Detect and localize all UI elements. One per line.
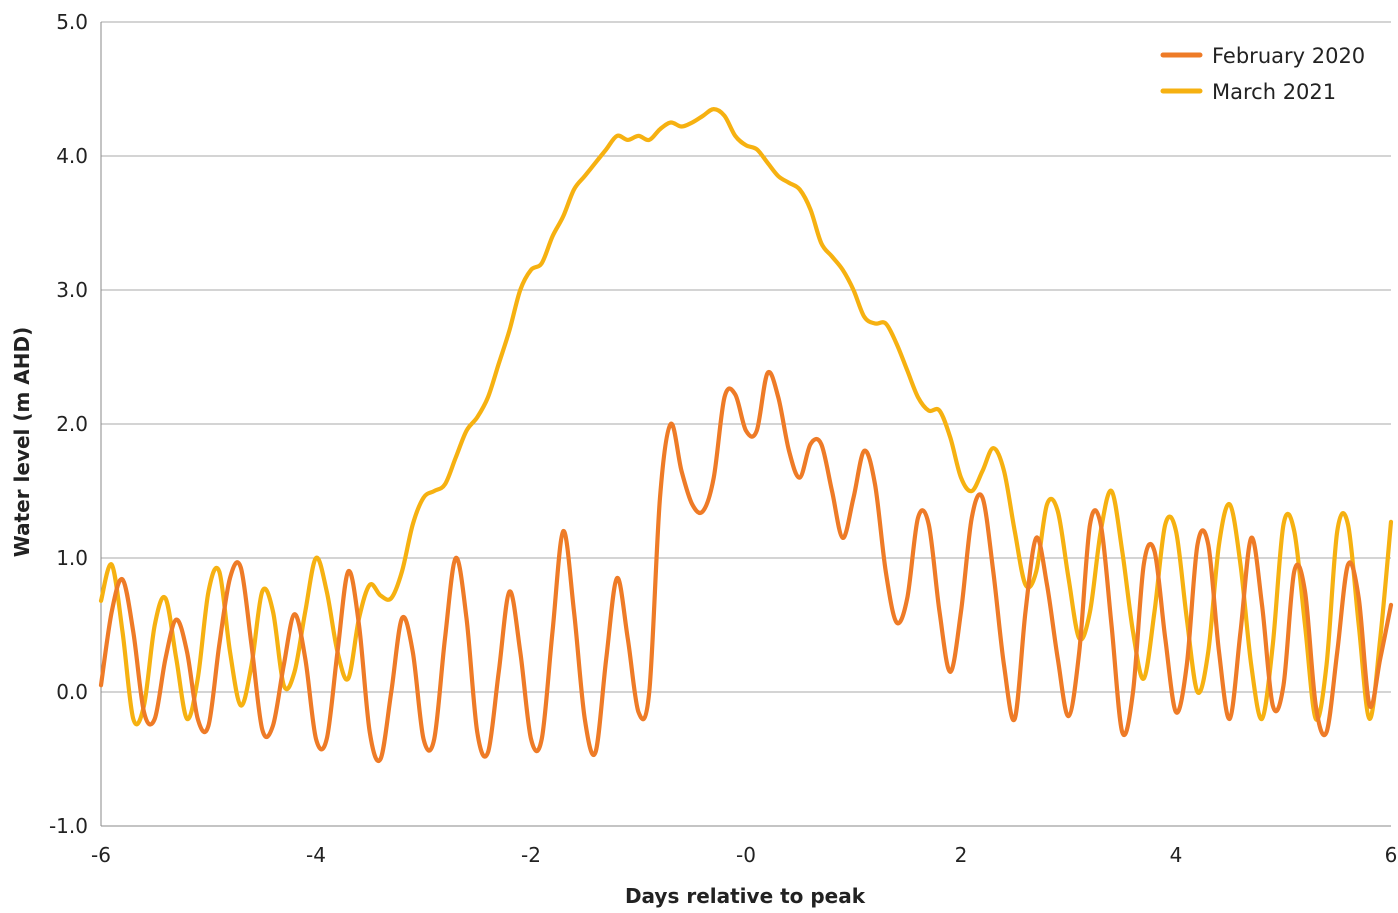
legend: February 2020 March 2021 — [1160, 44, 1365, 104]
gridlines — [101, 21, 1391, 693]
y-tick-label: 3.0 — [56, 278, 88, 302]
y-axis-title: Water level (m AHD) — [10, 327, 34, 558]
tick-labels: -1.0 0.0 1.0 2.0 3.0 4.0 5.0 -6 -4 -2 -0 2 4 6 — [49, 10, 1397, 867]
x-tick-label: -0 — [736, 843, 756, 867]
y-tick-label: 5.0 — [56, 10, 88, 34]
x-tick-label: 4 — [1170, 843, 1183, 867]
legend-label: March 2021 — [1212, 80, 1336, 104]
series-layer — [98, 107, 1394, 763]
y-tick-label: 2.0 — [56, 412, 88, 436]
x-axis-title: Days relative to peak — [625, 884, 866, 908]
axes — [100, 22, 1391, 827]
x-tick-label: 2 — [955, 843, 968, 867]
y-tick-label: 1.0 — [56, 546, 88, 570]
x-tick-label: -2 — [521, 843, 541, 867]
legend-label: February 2020 — [1212, 44, 1365, 68]
y-tick-label: -1.0 — [49, 814, 88, 838]
y-tick-label: 4.0 — [56, 144, 88, 168]
x-tick-label: -6 — [91, 843, 111, 867]
x-tick-label: -4 — [306, 843, 326, 867]
x-tick-label: 6 — [1385, 843, 1398, 867]
series-line-0 — [98, 369, 1394, 763]
series-line-1 — [98, 107, 1394, 727]
y-tick-label: 0.0 — [56, 680, 88, 704]
